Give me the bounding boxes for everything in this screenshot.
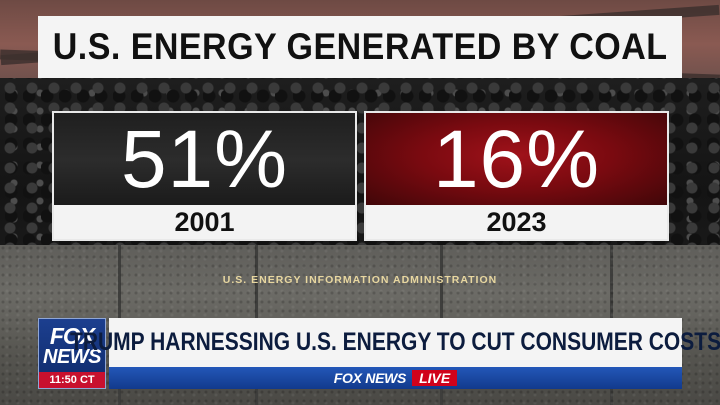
stat-value-area: 51% <box>54 113 355 207</box>
source-credit: U.S. ENERGY INFORMATION ADMINISTRATION <box>222 274 498 286</box>
live-badge: LIVE <box>412 370 458 386</box>
fox-news-logo: FOX NEWS 11:50 CT <box>38 318 106 389</box>
logo-fox-text: FOX <box>49 323 95 349</box>
stat-value: 16% <box>432 114 601 205</box>
ticker-bar: FOX NEWS LIVE <box>109 367 682 389</box>
stat-card-2023: 16% 2023 <box>364 111 669 241</box>
headline-banner: U.S. ENERGY GENERATED BY COAL <box>38 16 682 78</box>
banner-headline: TRUMP HARNESSING U.S. ENERGY TO CUT CONS… <box>69 328 720 356</box>
logo-news-text: NEWS <box>43 346 102 368</box>
stat-value-area: 16% <box>366 113 667 207</box>
stat-year-area: 2023 <box>366 205 667 239</box>
clock-time: 11:50 CT <box>39 372 105 388</box>
headline-text: U.S. ENERGY GENERATED BY COAL <box>52 26 668 67</box>
lower-third-banner: TRUMP HARNESSING U.S. ENERGY TO CUT CONS… <box>70 318 720 367</box>
ticker-brand: FOX NEWS <box>333 370 407 386</box>
stat-value: 51% <box>120 114 289 205</box>
stat-year: 2023 <box>486 206 547 237</box>
stat-year: 2001 <box>174 206 235 237</box>
stat-card-2001: 51% 2001 <box>52 111 357 241</box>
stat-year-area: 2001 <box>54 205 355 239</box>
